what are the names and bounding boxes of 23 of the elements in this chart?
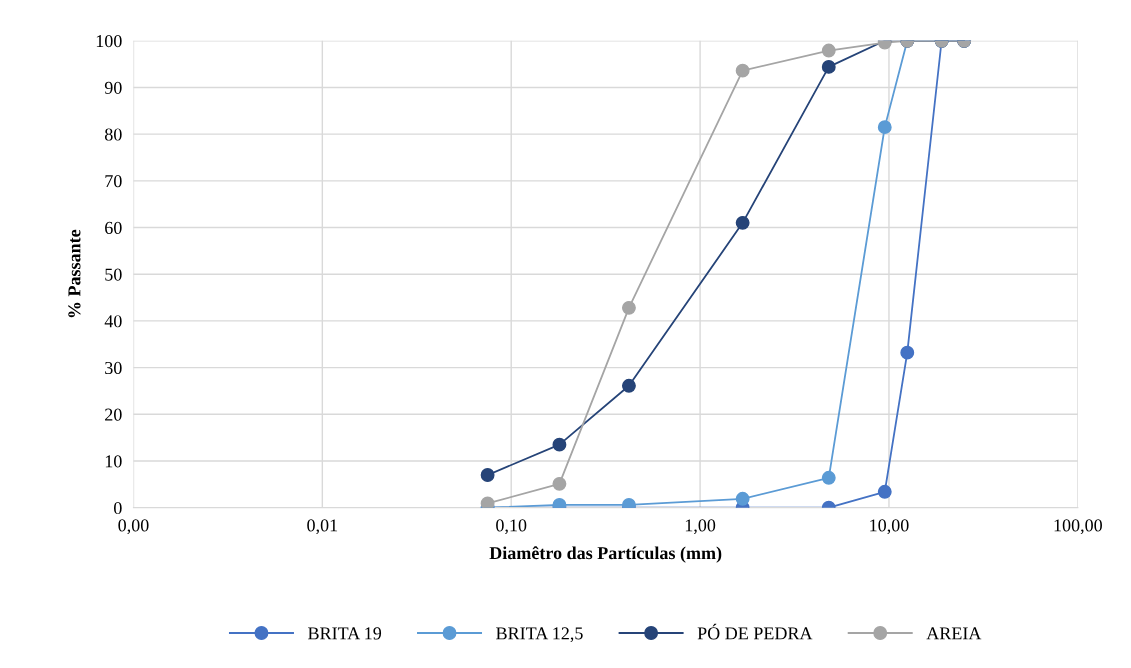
- y-tick-label: 30: [105, 361, 122, 375]
- x-tick-label: 10,00: [870, 519, 909, 535]
- y-tick-label: 60: [105, 221, 122, 234]
- x-tick-label: 0,00: [118, 519, 149, 535]
- legend-label: AREIA: [926, 627, 982, 640]
- x-tick-label: 0,01: [307, 519, 338, 535]
- y-tick-label: 50: [105, 268, 122, 281]
- y-tick-label: 70: [105, 175, 122, 188]
- x-tick-label: 100,00: [1054, 519, 1102, 535]
- y-tick-label: 40: [104, 315, 122, 328]
- y-tick-label: 20: [105, 408, 122, 421]
- legend-label: BRITA 12,5: [496, 627, 583, 643]
- y-tick-label: 100: [96, 35, 122, 48]
- y-tick-label: 0: [114, 501, 122, 515]
- x-tick-label: 0,10: [496, 519, 527, 535]
- y-tick-label: 90: [104, 81, 122, 94]
- y-tick-label: 80: [104, 128, 122, 141]
- y-tick-label: 10: [105, 455, 122, 468]
- y-axis-title: % Passante: [68, 229, 81, 318]
- x-tick-label: 1,00: [685, 519, 716, 535]
- x-axis-title: Diamêtro das Partículas (mm): [489, 546, 722, 563]
- legend-label: BRITA 19: [308, 627, 382, 640]
- legend-label: PÓ DE PEDRA: [697, 623, 813, 640]
